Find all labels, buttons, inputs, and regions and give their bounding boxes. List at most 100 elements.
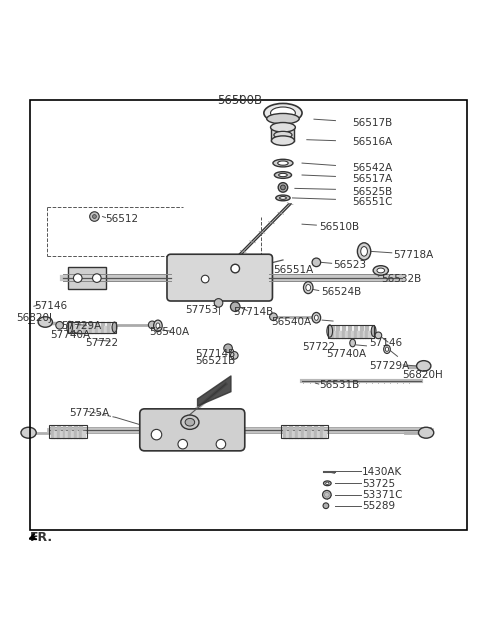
Ellipse shape [419, 427, 434, 438]
Ellipse shape [112, 322, 117, 332]
Text: 57722: 57722 [302, 343, 335, 352]
Text: 57729A: 57729A [61, 321, 101, 331]
Circle shape [73, 274, 82, 282]
Ellipse shape [154, 320, 162, 332]
Circle shape [231, 264, 240, 273]
Circle shape [375, 332, 382, 339]
Circle shape [178, 439, 188, 449]
Text: 1430AK: 1430AK [362, 468, 402, 477]
Text: 56500B: 56500B [217, 94, 263, 107]
Bar [281, 425, 328, 439]
FancyBboxPatch shape [140, 409, 245, 451]
Bar [328, 325, 373, 337]
Circle shape [93, 274, 101, 282]
Circle shape [312, 258, 321, 267]
Ellipse shape [275, 172, 291, 178]
Circle shape [224, 344, 232, 352]
Ellipse shape [327, 325, 333, 337]
Polygon shape [232, 204, 291, 261]
Ellipse shape [303, 281, 313, 294]
Text: 56531B: 56531B [319, 380, 359, 390]
Ellipse shape [377, 268, 384, 273]
Ellipse shape [273, 159, 293, 167]
Ellipse shape [325, 482, 329, 484]
Circle shape [56, 321, 63, 329]
Circle shape [323, 491, 331, 499]
Ellipse shape [312, 312, 321, 323]
Ellipse shape [361, 247, 367, 256]
Text: 57146: 57146 [34, 301, 67, 311]
Text: 57714B: 57714B [233, 307, 273, 317]
Text: 56525B: 56525B [352, 187, 392, 196]
Text: 56517B: 56517B [352, 117, 392, 128]
Text: 56510B: 56510B [319, 222, 359, 232]
Circle shape [151, 430, 162, 440]
Text: 57718A: 57718A [393, 250, 433, 260]
Text: 56540A: 56540A [149, 327, 190, 337]
FancyBboxPatch shape [167, 254, 273, 301]
Ellipse shape [67, 321, 72, 333]
Ellipse shape [267, 113, 299, 124]
Ellipse shape [278, 161, 288, 166]
Ellipse shape [279, 173, 287, 176]
Circle shape [216, 439, 226, 449]
Ellipse shape [181, 415, 199, 430]
Ellipse shape [350, 339, 356, 347]
Circle shape [148, 321, 156, 328]
Ellipse shape [306, 285, 311, 290]
Text: 56551C: 56551C [352, 196, 393, 207]
Ellipse shape [271, 122, 295, 132]
Ellipse shape [280, 196, 286, 200]
Circle shape [270, 313, 277, 321]
Text: 56551A: 56551A [274, 265, 313, 274]
Text: 56820H: 56820H [402, 370, 443, 381]
Ellipse shape [373, 266, 388, 275]
Ellipse shape [156, 323, 160, 328]
Text: 57725A: 57725A [69, 408, 109, 418]
Text: 56542A: 56542A [352, 164, 392, 173]
Text: 57740A: 57740A [326, 350, 366, 359]
Circle shape [214, 299, 223, 307]
Text: 57740A: 57740A [50, 330, 90, 340]
Circle shape [281, 185, 285, 190]
Ellipse shape [358, 243, 371, 260]
Circle shape [230, 302, 240, 312]
Text: 56521B: 56521B [195, 356, 235, 366]
Ellipse shape [324, 481, 331, 486]
Ellipse shape [417, 361, 431, 371]
Ellipse shape [314, 315, 318, 320]
Ellipse shape [21, 427, 36, 438]
Ellipse shape [384, 345, 390, 354]
Ellipse shape [38, 317, 52, 327]
Text: 56523: 56523 [333, 260, 366, 270]
Ellipse shape [385, 347, 389, 352]
Bar [68, 321, 116, 334]
Text: FR.: FR. [30, 531, 53, 544]
Polygon shape [68, 267, 107, 289]
Ellipse shape [272, 136, 294, 146]
Text: 53725: 53725 [362, 478, 395, 489]
Circle shape [90, 212, 99, 222]
Bar [49, 425, 87, 438]
Circle shape [230, 352, 238, 359]
Text: 55289: 55289 [362, 501, 395, 511]
Text: 57753: 57753 [185, 305, 218, 315]
Text: 56540A: 56540A [271, 317, 311, 327]
Ellipse shape [271, 107, 295, 119]
Ellipse shape [371, 326, 376, 337]
Ellipse shape [276, 195, 290, 201]
Text: 57714B: 57714B [195, 348, 235, 359]
Ellipse shape [185, 419, 195, 426]
Text: 56524B: 56524B [321, 287, 361, 298]
Text: 56820J: 56820J [16, 313, 52, 323]
Circle shape [201, 275, 209, 283]
Text: 56516A: 56516A [352, 137, 392, 147]
Ellipse shape [264, 104, 302, 122]
Circle shape [323, 503, 329, 509]
Ellipse shape [274, 131, 292, 138]
Text: 56517A: 56517A [352, 174, 392, 184]
Text: 57722: 57722 [85, 339, 118, 348]
Circle shape [93, 214, 96, 218]
Text: 53371C: 53371C [362, 490, 402, 500]
Text: 57729A: 57729A [369, 361, 409, 371]
